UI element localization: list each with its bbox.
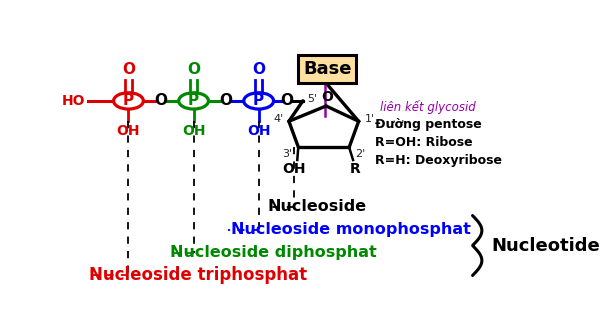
Text: 1': 1': [365, 114, 375, 124]
Text: 5': 5': [308, 94, 317, 104]
Text: P: P: [123, 93, 134, 108]
Text: O: O: [187, 63, 200, 77]
Text: liên kết glycosid: liên kết glycosid: [380, 100, 475, 114]
Text: O: O: [155, 93, 167, 108]
Text: OH: OH: [182, 124, 205, 138]
Text: Nucleoside triphosphat: Nucleoside triphosphat: [89, 266, 307, 284]
Text: OH: OH: [247, 124, 271, 138]
Text: Nucleotide: Nucleotide: [491, 237, 600, 255]
Text: Base: Base: [303, 60, 352, 78]
Text: Đường pentose
R=OH: Ribose
R=H: Deoxyribose: Đường pentose R=OH: Ribose R=H: Deoxyrib…: [375, 118, 502, 167]
FancyBboxPatch shape: [298, 55, 356, 83]
Text: OH: OH: [117, 124, 140, 138]
Text: Nucleoside monophosphat: Nucleoside monophosphat: [231, 222, 470, 237]
Text: O: O: [280, 93, 293, 108]
Text: 4': 4': [273, 114, 283, 124]
Text: 2': 2': [355, 149, 365, 159]
Text: P: P: [188, 93, 199, 108]
Text: Nucleoside diphosphat: Nucleoside diphosphat: [170, 245, 377, 260]
Text: P: P: [253, 93, 264, 108]
Text: O: O: [321, 90, 333, 104]
Text: R: R: [350, 162, 361, 176]
Text: 3': 3': [283, 149, 293, 159]
Text: HO: HO: [61, 94, 85, 108]
Text: Nucleoside: Nucleoside: [268, 199, 367, 214]
Text: O: O: [252, 63, 265, 77]
Text: O: O: [122, 63, 135, 77]
Text: OH: OH: [282, 162, 305, 176]
Text: O: O: [220, 93, 233, 108]
